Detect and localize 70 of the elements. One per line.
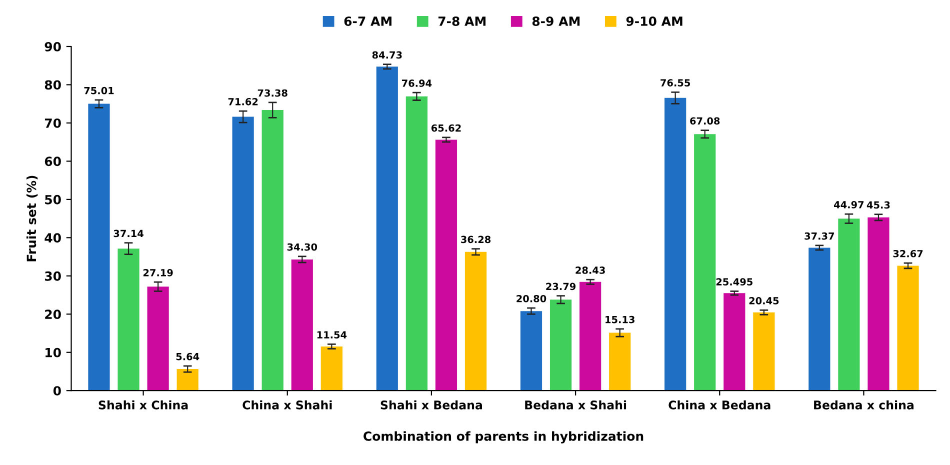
data-label: 15.13 <box>606 316 634 324</box>
x-tick-label: China x Bedana <box>668 400 770 410</box>
x-tick-label: Bedana x Shahi <box>525 400 626 410</box>
bar <box>435 140 458 391</box>
bar <box>868 217 890 391</box>
data-label: 65.62 <box>431 124 461 132</box>
x-tick-label: Shahi x China <box>98 400 188 410</box>
y-tick-label: 70 <box>44 118 61 128</box>
bar <box>291 259 313 391</box>
y-axis-title: Fruit set (%) <box>26 176 38 262</box>
data-label: 5.64 <box>176 352 200 360</box>
data-label: 76.55 <box>660 79 690 86</box>
bar <box>376 66 398 391</box>
bar <box>664 98 686 391</box>
x-axis-title: Combination of parents in hybridization <box>364 431 644 444</box>
y-tick-label: 10 <box>46 348 61 358</box>
data-label: 36.28 <box>461 236 491 244</box>
y-tick-label: 40 <box>44 233 61 243</box>
bar <box>609 332 631 391</box>
y-tick-label: 0 <box>53 386 61 396</box>
bar <box>724 293 746 391</box>
legend-label: 9-10 AM <box>626 16 682 26</box>
data-label: 67.08 <box>690 117 720 125</box>
bar <box>580 282 602 391</box>
bar <box>232 116 254 391</box>
legend-label: 7-8 AM <box>438 16 486 26</box>
legend-label: 6-7 AM <box>344 16 392 26</box>
x-tick-label: Bedana x china <box>814 400 914 410</box>
data-label: 34.30 <box>287 243 318 251</box>
data-label: 37.14 <box>114 230 144 238</box>
data-label: 20.80 <box>516 294 546 302</box>
bar <box>406 96 428 391</box>
data-label: 28.43 <box>576 266 605 274</box>
data-label: 44.97 <box>834 201 864 208</box>
data-label: 32.67 <box>893 250 923 258</box>
data-label: 27.19 <box>143 268 173 276</box>
bar <box>320 346 342 391</box>
y-tick-label: 80 <box>44 80 61 90</box>
y-tick-label: 60 <box>44 156 61 166</box>
x-tick-label: China x Shahi <box>242 400 332 410</box>
bar <box>897 266 919 391</box>
data-label: 23.79 <box>546 282 576 290</box>
data-label: 71.62 <box>228 98 258 106</box>
bar <box>753 312 775 391</box>
data-label: 37.37 <box>804 232 834 240</box>
bar <box>550 300 572 391</box>
y-tick-label: 20 <box>45 310 61 320</box>
bar <box>88 104 110 391</box>
x-tick-label: Shahi x Bedana <box>380 400 482 410</box>
bar <box>176 369 198 391</box>
data-label: 75.01 <box>84 86 114 94</box>
bar <box>808 248 830 391</box>
bar <box>694 134 716 391</box>
y-tick-label: 30 <box>44 271 61 281</box>
bar <box>838 218 860 391</box>
data-label: 20.45 <box>749 297 779 304</box>
bar <box>464 252 487 391</box>
bar <box>118 248 140 391</box>
y-tick-label: 50 <box>45 194 61 204</box>
data-label: 25.495 <box>716 278 752 286</box>
legend-label: 8-9 AM <box>532 16 580 26</box>
data-label: 45.3 <box>866 201 890 209</box>
data-label: 73.38 <box>258 89 288 97</box>
bar <box>262 110 284 391</box>
y-tick-label: 90 <box>44 42 61 52</box>
data-label: 76.94 <box>402 80 432 87</box>
bar <box>147 286 169 391</box>
bar <box>520 311 542 391</box>
data-label: 11.54 <box>317 331 347 338</box>
data-label: 84.73 <box>372 51 402 59</box>
